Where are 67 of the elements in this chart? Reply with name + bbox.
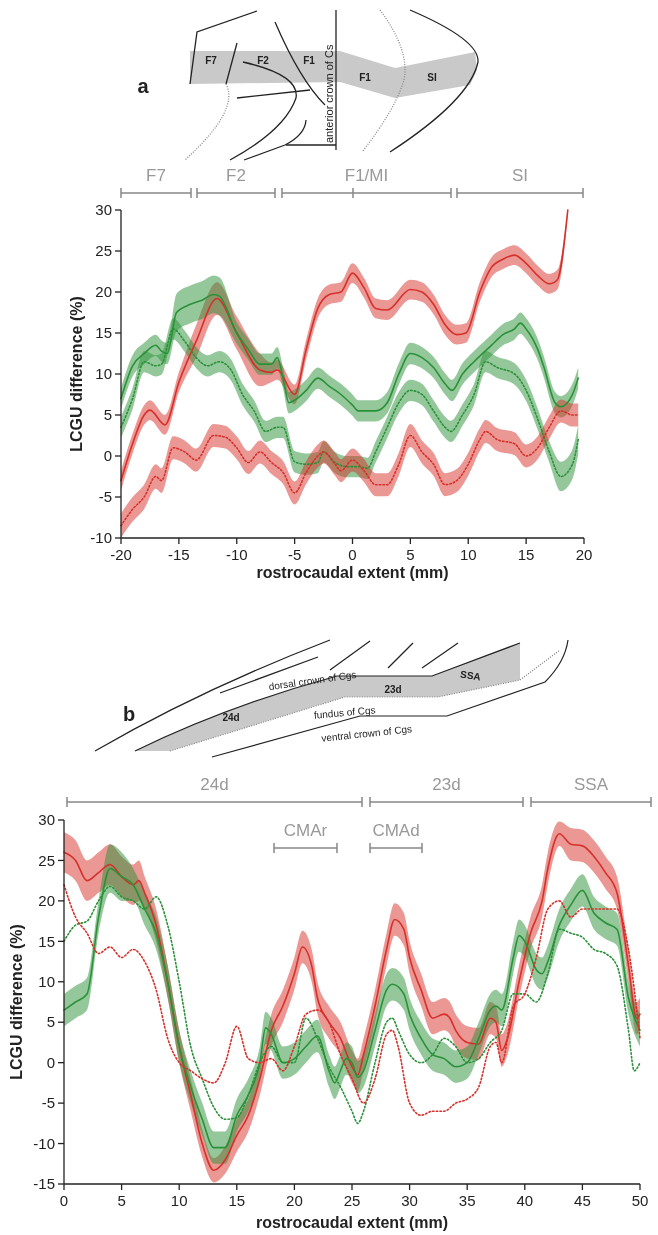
x-tick-label: 15 (228, 1192, 246, 1209)
x-tick-label: 40 (516, 1192, 534, 1209)
x-tick-label: 45 (574, 1192, 591, 1209)
x-tick-label: 10 (170, 1192, 188, 1209)
text: anterior crown of Cs (323, 44, 335, 143)
y-axis-title: LCGU difference (%) (68, 296, 85, 452)
x-tick-label: 20 (575, 546, 593, 563)
y-tick-label: 0 (103, 447, 112, 465)
text: fundus of Cgs (313, 704, 376, 721)
text: dorsal crown of Cgs (267, 668, 358, 693)
line-series (120, 410, 580, 527)
y-tick-label: 25 (38, 851, 55, 869)
y-tick-label: 30 (38, 811, 55, 829)
text: 24d (200, 775, 229, 794)
x-tick-label: 0 (348, 546, 357, 563)
text: a (137, 75, 150, 97)
text: SSA (573, 775, 609, 794)
y-tick-label: 30 (95, 201, 112, 219)
text: 23d (384, 684, 402, 695)
text: 23d (432, 775, 461, 794)
text: ventral crown of Cgs (320, 723, 413, 744)
y-tick-label: 15 (38, 932, 55, 950)
y-tick-label: -10 (33, 1134, 55, 1152)
x-tick-label: 20 (286, 1192, 303, 1209)
x-tick-label: 30 (401, 1192, 418, 1209)
y-tick-label: 5 (46, 1013, 55, 1031)
x-tick-label: 35 (458, 1192, 476, 1209)
text: F1/MI (344, 166, 389, 185)
text: SI (511, 166, 529, 185)
text: SI (427, 72, 437, 83)
y-tick-label: -10 (90, 529, 112, 547)
x-tick-label: 25 (343, 1192, 361, 1209)
y-tick-label: -5 (98, 488, 112, 506)
text: b (122, 703, 136, 725)
x-tick-label: 5 (406, 546, 415, 563)
y-tick-label: 10 (38, 973, 55, 991)
text: F7 (205, 55, 218, 66)
x-tick-label: 0 (59, 1192, 69, 1209)
x-tick-label: 50 (631, 1192, 649, 1209)
x-tick-label: -15 (168, 546, 190, 563)
annotation: CMAd (372, 821, 420, 840)
x-tick-label: -20 (110, 546, 132, 563)
text: F2 (257, 55, 270, 66)
y-tick-label: -15 (33, 1175, 55, 1193)
y-tick-label: 0 (46, 1053, 55, 1071)
y-tick-label: 5 (103, 406, 112, 424)
x-tick-label: 15 (517, 546, 535, 563)
x-axis-title: rostrocaudal extent (mm) (255, 1214, 449, 1231)
y-tick-label: 25 (95, 242, 112, 260)
y-tick-label: 15 (95, 324, 112, 342)
y-tick-label: 20 (95, 283, 112, 301)
x-tick-label: -10 (225, 546, 248, 563)
y-tick-label: 20 (38, 892, 55, 910)
y-tick-label: 10 (95, 365, 112, 383)
text: F1 (303, 55, 316, 66)
x-tick-label: -5 (287, 546, 302, 563)
text: 24d (222, 712, 240, 723)
text: F2 (226, 166, 246, 185)
x-tick-label: 5 (117, 1192, 126, 1209)
text: F7 (146, 166, 166, 185)
y-axis-title: LCGU difference (%) (8, 924, 25, 1080)
x-tick-label: 10 (459, 546, 477, 563)
text: SSA (459, 668, 482, 683)
annotation: CMAr (283, 821, 328, 840)
y-tick-label: -5 (41, 1094, 55, 1112)
x-axis-title: rostrocaudal extent (mm) (256, 564, 449, 581)
text: F1 (359, 72, 372, 83)
